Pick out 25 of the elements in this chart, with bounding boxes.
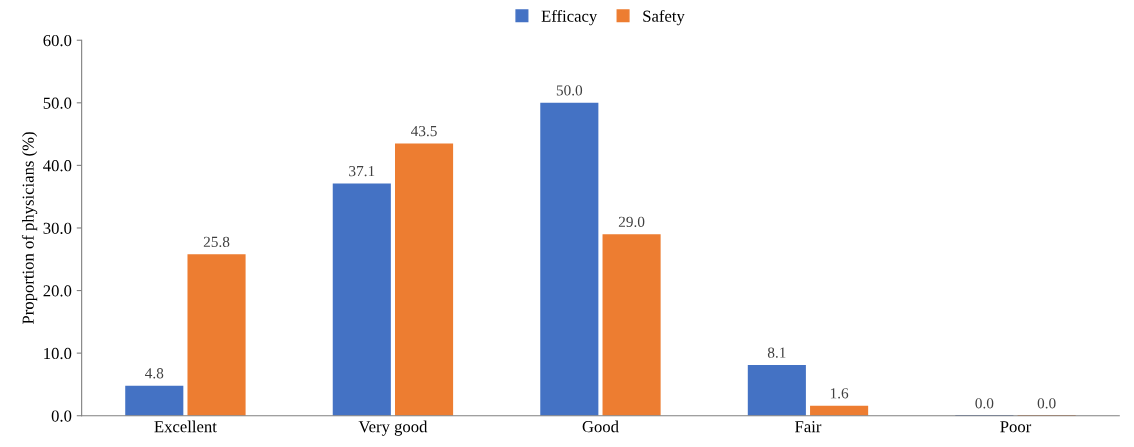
legend-label: Safety [643,9,685,26]
y-tick-label: 20.0 [43,285,72,297]
y-tick-label: 60.0 [43,34,72,47]
data-label: 0.0 [1037,398,1056,409]
y-tick-label: 10.0 [44,347,72,360]
data-label: 8.1 [767,347,786,358]
legend-label: Efficacy [541,9,598,26]
data-label: 4.8 [145,368,164,379]
data-label: 25.8 [203,236,230,248]
x-tick-label: Good [582,420,619,433]
y-tick-label: 40.0 [43,160,72,172]
y-axis-title: Proportion of physicians (%) [21,132,38,324]
data-label: 50.0 [556,85,583,96]
x-tick-label: Very good [358,420,428,436]
data-label: 37.1 [349,166,375,177]
y-tick-label: 30.0 [43,222,72,234]
data-label: 1.6 [830,388,849,399]
x-tick-label: Excellent [154,420,217,433]
data-label: 0.0 [975,398,994,409]
x-tick-label: Fair [795,421,822,433]
y-tick-label: 50.0 [43,97,72,109]
x-tick-label: Poor [1000,421,1032,433]
data-label: 43.5 [410,125,437,137]
y-tick-label: 0.0 [51,410,72,422]
data-label: 29.0 [618,216,645,228]
